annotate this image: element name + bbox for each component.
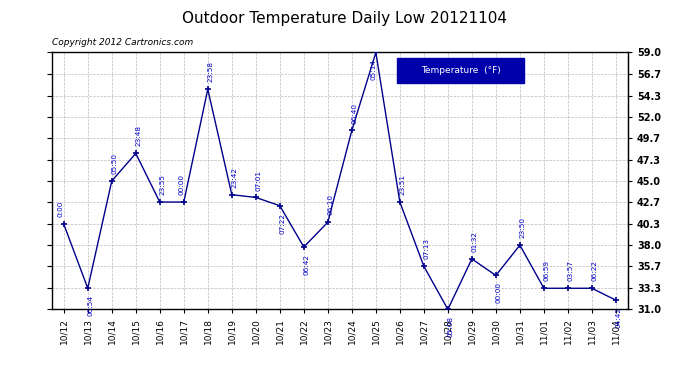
Text: 06:59: 06:59 <box>544 260 550 281</box>
Text: 05:14: 05:14 <box>370 60 376 81</box>
Text: Outdoor Temperature Daily Low 20121104: Outdoor Temperature Daily Low 20121104 <box>182 11 508 26</box>
Text: 0:00: 0:00 <box>58 201 64 217</box>
Text: Copyright 2012 Cartronics.com: Copyright 2012 Cartronics.com <box>52 38 193 47</box>
Text: 23:58: 23:58 <box>208 61 214 82</box>
Text: 00:00: 00:00 <box>178 174 184 195</box>
Text: 04:42: 04:42 <box>615 307 622 328</box>
Text: 05:08: 05:08 <box>448 316 453 338</box>
Text: 03:57: 03:57 <box>568 260 573 281</box>
Text: 06:54: 06:54 <box>88 295 94 316</box>
Text: 23:42: 23:42 <box>232 167 237 188</box>
Text: 07:01: 07:01 <box>255 170 262 190</box>
Text: Temperature  (°F): Temperature (°F) <box>421 66 501 75</box>
Text: 23:50: 23:50 <box>520 217 526 238</box>
Text: 05:50: 05:50 <box>112 153 117 174</box>
FancyBboxPatch shape <box>397 58 524 83</box>
Text: 23:48: 23:48 <box>135 126 141 147</box>
Text: 06:42: 06:42 <box>304 254 310 275</box>
Text: 06:10: 06:10 <box>328 194 333 215</box>
Text: 07:22: 07:22 <box>279 213 286 234</box>
Text: 01:32: 01:32 <box>472 231 477 252</box>
Text: 00:00: 00:00 <box>495 282 502 303</box>
Text: 23:55: 23:55 <box>159 174 166 195</box>
Text: 07:13: 07:13 <box>424 238 430 259</box>
Text: 23:51: 23:51 <box>400 174 406 195</box>
Text: 06:40: 06:40 <box>352 102 357 123</box>
Text: 06:22: 06:22 <box>591 260 598 281</box>
